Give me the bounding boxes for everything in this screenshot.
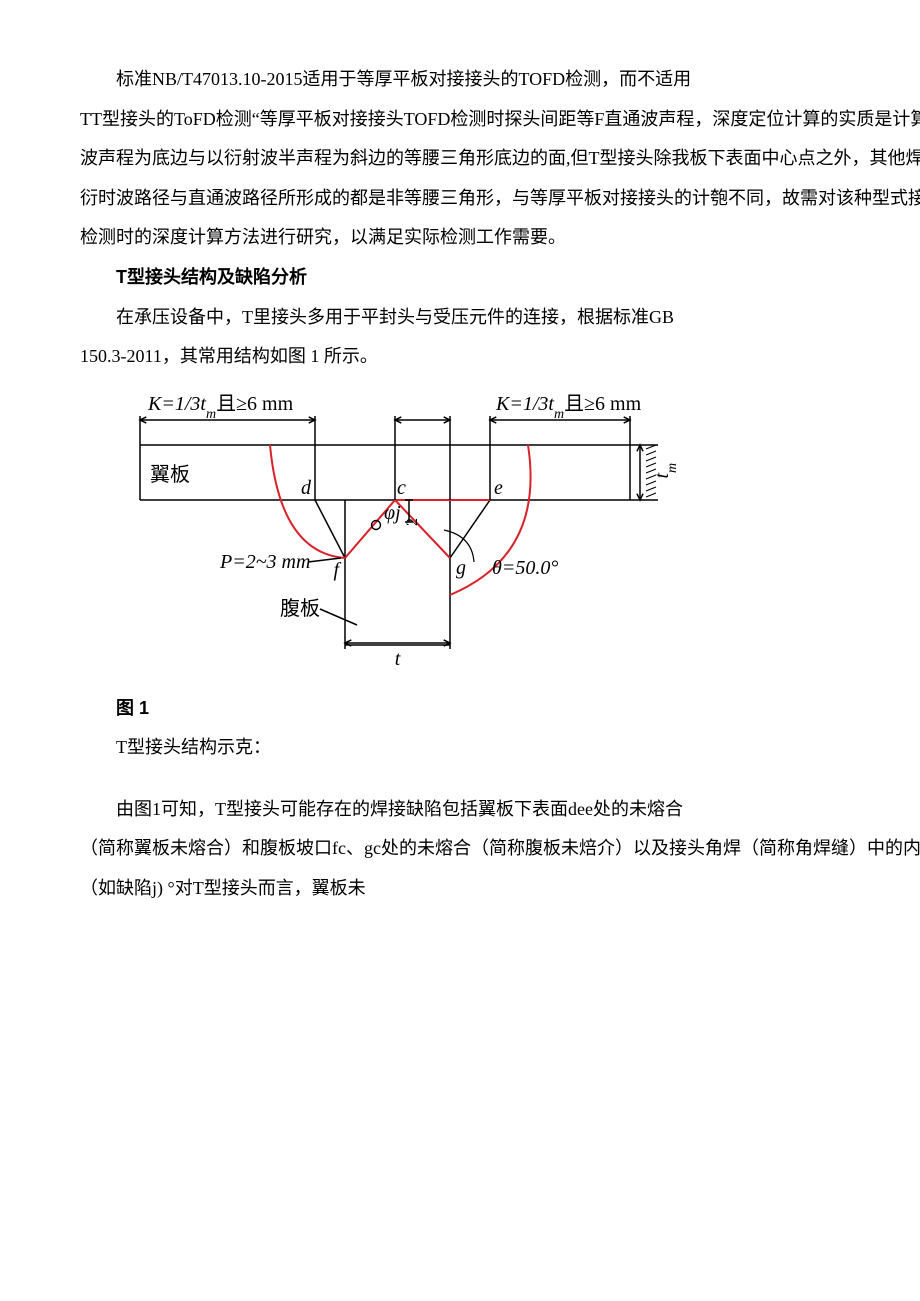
svg-text:g: g [456, 557, 466, 579]
svg-text:腹板: 腹板 [280, 597, 320, 620]
figure-1-svg: φj2 K=1/3tm且≥6 mm K=1/3tm且≥6 mm tm t 翼板腹板 P=2~… [120, 385, 680, 685]
svg-text:e: e [494, 477, 503, 499]
svg-text:t: t [395, 648, 401, 670]
svg-text:2: 2 [404, 518, 421, 526]
svg-text:c: c [397, 477, 406, 499]
paragraph: 标准NB/T47013.10-2015适用于等厚平板对接接头的TOFD检测，而不… [80, 60, 920, 100]
svg-text:tm: tm [651, 463, 680, 479]
paragraph: 150.3-2011，其常用结构如图 1 所示。 [80, 337, 920, 377]
svg-text:翼板: 翼板 [150, 463, 190, 486]
svg-text:θ=50.0°: θ=50.0° [492, 557, 558, 579]
figure-label: 图 1 [80, 689, 920, 729]
svg-text:f: f [333, 559, 341, 581]
svg-text:K=1/3tm且≥6 mm: K=1/3tm且≥6 mm [147, 393, 294, 422]
paragraph: 在承压设备中，T里接头多用于平封头与受压元件的连接，根据标准GB [80, 298, 920, 338]
section-heading: T型接头结构及缺陷分析 [80, 258, 920, 298]
paragraph: 由图1可知，T型接头可能存在的焊接缺陷包括翼板下表面dee处的未熔合 [80, 790, 920, 830]
paragraph: T型接头结构示克： [80, 728, 920, 768]
spacer [80, 768, 920, 790]
svg-text:d: d [301, 477, 312, 499]
svg-text:K=1/3tm且≥6 mm: K=1/3tm且≥6 mm [495, 393, 642, 422]
figure-1: φj2 K=1/3tm且≥6 mm K=1/3tm且≥6 mm tm t 翼板腹板 P=2~… [120, 385, 920, 685]
svg-text:P=2~3 mm: P=2~3 mm [219, 551, 310, 573]
paragraph: （简称翼板未熔合）和腹板坡口fc、gc处的未熔合（简称腹板未焙介）以及接头角焊（… [80, 829, 920, 908]
svg-text:φj: φj [384, 502, 401, 524]
paragraph: TT型接头的ToFD检测“等厚平板对接接头TOFD检测时探头间距等F直通波声程，… [80, 100, 920, 258]
